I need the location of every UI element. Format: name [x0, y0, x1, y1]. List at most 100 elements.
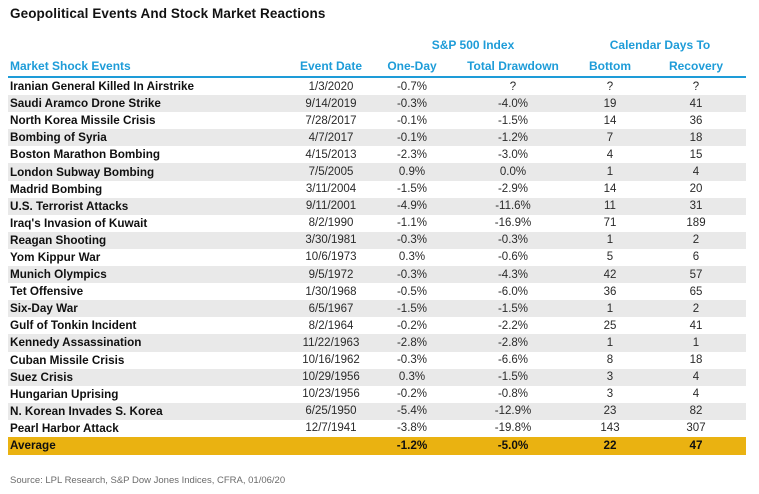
- bottom-cell: 19: [603, 97, 617, 110]
- bottom-cell: 1: [606, 302, 614, 315]
- bottom-cell: 25: [603, 319, 617, 332]
- date-cell: 8/2/1964: [308, 319, 354, 332]
- event-cell: Boston Marathon Bombing: [10, 148, 160, 162]
- recovery-cell: 36: [689, 114, 703, 127]
- date-cell: 3/11/2004: [305, 183, 357, 196]
- recovery-cell: 2: [692, 234, 700, 247]
- one-day-cell: -0.2%: [396, 319, 428, 332]
- one-day-cell: -2.3%: [396, 148, 428, 161]
- column-header-market-shock-events: Market Shock Events: [10, 59, 131, 73]
- date-cell: 10/6/1973: [305, 251, 357, 264]
- bottom-cell: 1: [606, 336, 614, 349]
- one-day-cell: 0.3%: [398, 251, 426, 264]
- one-day-cell: -1.5%: [396, 183, 428, 196]
- recovery-cell: 31: [689, 200, 703, 213]
- recovery-cell: 41: [689, 97, 703, 110]
- event-cell: Iranian General Killed In Airstrike: [10, 80, 195, 94]
- event-cell: Saudi Aramco Drone Strike: [10, 97, 161, 111]
- drawdown-cell: -6.0%: [497, 285, 529, 298]
- drawdown-cell: -3.0%: [497, 148, 529, 161]
- table-row: Reagan Shooting 3/30/1981 -0.3% -0.3% 1 2: [8, 231, 746, 249]
- bottom-cell: 11: [604, 200, 616, 213]
- table-row: Iraq's Invasion of Kuwait 8/2/1990 -1.1% -1…: [8, 215, 746, 232]
- recovery-cell: 41: [689, 319, 703, 332]
- drawdown-cell: -1.2%: [497, 131, 529, 144]
- average-row: Average -1.2% -5.0% 22 47: [8, 436, 746, 455]
- drawdown-cell: -0.6%: [497, 251, 529, 264]
- one-day-cell: -0.1%: [396, 114, 428, 127]
- one-day-cell: -0.5%: [396, 285, 428, 298]
- event-cell: Kennedy Assassination: [10, 336, 142, 350]
- average-one-day-cell: -1.2%: [396, 439, 428, 453]
- drawdown-cell: ?: [509, 80, 517, 93]
- recovery-cell: 18: [689, 131, 703, 144]
- column-header-one-day: One-Day: [387, 59, 437, 73]
- table-body: Iranian General Killed In Airstrike 1/3/2…: [8, 78, 746, 437]
- date-cell: 10/29/1956: [302, 371, 360, 384]
- page-title: Geopolitical Events And Stock Market Rea…: [10, 6, 326, 21]
- recovery-cell: 2: [692, 302, 700, 315]
- one-day-cell: -1.5%: [396, 302, 428, 315]
- bottom-cell: 8: [606, 354, 614, 367]
- bottom-cell: ?: [606, 80, 614, 93]
- event-cell: Pearl Harbor Attack: [10, 421, 119, 435]
- group-header-sp500: S&P 500 Index: [431, 38, 515, 52]
- table-row: Suez Crisis 10/29/1956 0.3% -1.5% 3 4: [8, 368, 746, 386]
- group-header-calendar-days: Calendar Days To: [609, 38, 711, 52]
- bottom-cell: 7: [606, 131, 614, 144]
- recovery-cell: 65: [689, 285, 703, 298]
- one-day-cell: -5.4%: [396, 405, 428, 418]
- column-header-recovery: Recovery: [668, 59, 724, 73]
- table-row: Iranian General Killed In Airstrike 1/3/2…: [8, 78, 746, 95]
- recovery-cell: 6: [692, 251, 700, 264]
- column-header-event-date: Event Date: [299, 59, 363, 73]
- drawdown-cell: -4.0%: [497, 97, 529, 110]
- date-cell: 10/16/1962: [302, 354, 360, 367]
- source-note: Source: LPL Research, S&P Dow Jones Indi…: [10, 475, 286, 486]
- event-cell: Gulf of Tonkin Incident: [10, 319, 137, 333]
- one-day-cell: -3.8%: [396, 422, 428, 435]
- date-cell: 11/22/1963: [302, 336, 360, 349]
- drawdown-cell: -1.5%: [497, 371, 529, 384]
- date-cell: 1/30/1968: [305, 285, 357, 298]
- event-cell: Six-Day War: [10, 302, 78, 316]
- recovery-cell: 307: [686, 422, 706, 435]
- one-day-cell: 0.3%: [398, 371, 426, 384]
- drawdown-cell: -0.3%: [497, 234, 529, 247]
- drawdown-cell: -0.8%: [497, 388, 529, 401]
- drawdown-cell: -2.8%: [497, 336, 529, 349]
- event-cell: N. Korean Invades S. Korea: [10, 404, 163, 418]
- recovery-cell: 57: [689, 268, 703, 281]
- event-cell: Munich Olympics: [10, 268, 107, 282]
- date-cell: 9/5/1972: [308, 268, 354, 281]
- average-bottom-cell: 22: [603, 439, 617, 453]
- recovery-cell: 4: [692, 166, 700, 179]
- one-day-cell: -0.3%: [396, 97, 428, 110]
- recovery-cell: 4: [692, 388, 700, 401]
- column-header-bottom: Bottom: [589, 59, 631, 73]
- date-cell: 12/7/1941: [305, 422, 357, 435]
- column-header-row: Market Shock Events Event Date One-Day T…: [8, 56, 746, 78]
- event-cell: North Korea Missile Crisis: [10, 114, 156, 128]
- one-day-cell: 0.9%: [398, 166, 426, 179]
- bottom-cell: 3: [606, 388, 614, 401]
- event-cell: Iraq's Invasion of Kuwait: [10, 216, 148, 230]
- event-cell: Bombing of Syria: [10, 131, 107, 145]
- event-cell: Madrid Bombing: [10, 182, 103, 196]
- table-row: London Subway Bombing 7/5/2005 0.9% 0.0% 1 4: [8, 163, 746, 181]
- drawdown-cell: -1.5%: [497, 114, 529, 127]
- table-row: Yom Kippur War 10/6/1973 0.3% -0.6% 5 6: [8, 249, 746, 266]
- recovery-cell: 15: [689, 148, 703, 161]
- date-cell: 4/15/2013: [305, 148, 357, 161]
- date-cell: 9/14/2019: [305, 97, 357, 110]
- date-cell: 7/5/2005: [308, 166, 354, 179]
- drawdown-cell: -19.8%: [494, 422, 532, 435]
- drawdown-cell: -6.6%: [497, 354, 529, 367]
- table-row: Pearl Harbor Attack 12/7/1941 -3.8% -19.8% 1…: [8, 420, 746, 437]
- bottom-cell: 14: [603, 114, 617, 127]
- drawdown-cell: -2.2%: [497, 319, 529, 332]
- one-day-cell: -0.2%: [396, 388, 428, 401]
- bottom-cell: 23: [603, 405, 617, 418]
- one-day-cell: -4.9%: [396, 200, 428, 213]
- event-cell: London Subway Bombing: [10, 165, 155, 179]
